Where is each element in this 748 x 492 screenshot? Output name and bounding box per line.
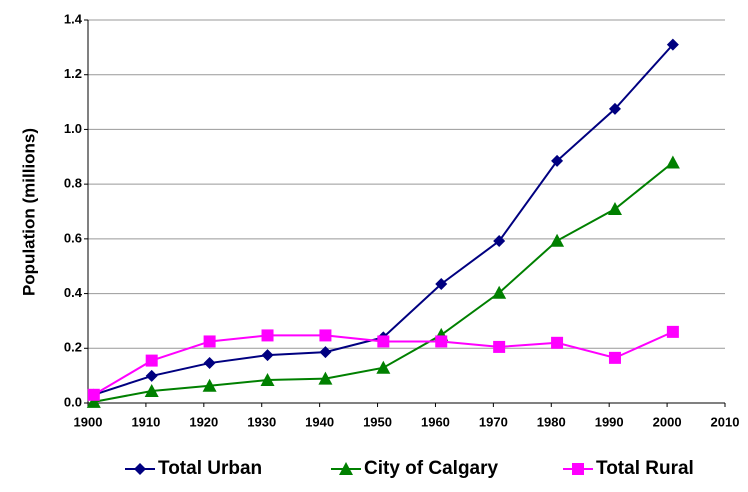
legend-label: City of Calgary: [364, 458, 499, 479]
marker: [261, 349, 274, 362]
marker: [319, 346, 332, 359]
marker: [665, 155, 680, 169]
marker: [86, 394, 101, 408]
marker: [551, 154, 564, 167]
marker: [87, 388, 100, 401]
marker: [203, 357, 216, 370]
x-tick-label: 1940: [305, 414, 334, 429]
x-tick-label: 1920: [189, 414, 218, 429]
y-tick-label: 1.2: [64, 66, 82, 81]
legend-label: Total Rural: [596, 458, 694, 479]
marker: [145, 369, 158, 382]
legend-item: Total Rural: [563, 458, 694, 479]
y-tick-label: 0.4: [64, 285, 83, 300]
marker: [608, 102, 621, 115]
marker: [202, 378, 217, 392]
legend-item: Total Urban: [125, 458, 262, 479]
marker: [492, 285, 507, 299]
marker: [261, 329, 274, 342]
x-tick-label: 1970: [479, 414, 508, 429]
y-axis-label: Population (millions): [19, 128, 38, 296]
x-tick-label: 1900: [74, 414, 103, 429]
marker: [319, 329, 332, 342]
marker: [260, 373, 275, 387]
y-tick-label: 1.4: [64, 11, 83, 26]
x-tick-label: 1990: [595, 414, 624, 429]
x-tick-label: 1960: [421, 414, 450, 429]
marker: [318, 371, 333, 385]
marker: [551, 336, 564, 349]
marker: [435, 335, 448, 348]
x-tick-label: 1910: [131, 414, 160, 429]
marker: [493, 340, 506, 353]
marker: [550, 233, 565, 247]
marker: [134, 463, 146, 475]
y-tick-label: 0.8: [64, 176, 82, 191]
marker: [339, 462, 353, 475]
marker: [607, 202, 622, 216]
marker: [666, 38, 679, 51]
y-tick-label: 0.6: [64, 230, 82, 245]
marker: [377, 335, 390, 348]
marker: [666, 325, 679, 338]
x-tick-label: 1950: [363, 414, 392, 429]
marker: [435, 277, 448, 290]
marker: [493, 235, 506, 248]
legend-item: City of Calgary: [331, 458, 499, 479]
marker: [376, 360, 391, 374]
marker: [144, 383, 159, 397]
x-tick-label: 1930: [247, 414, 276, 429]
y-tick-label: 1.0: [64, 121, 82, 136]
marker: [572, 463, 584, 475]
x-tick-label: 2010: [711, 414, 740, 429]
marker: [608, 351, 621, 364]
y-tick-label: 0.0: [64, 394, 82, 409]
x-tick-label: 1980: [537, 414, 566, 429]
legend-label: Total Urban: [158, 458, 262, 479]
marker: [145, 354, 158, 367]
y-tick-label: 0.2: [64, 340, 82, 355]
marker: [203, 335, 216, 348]
x-tick-label: 2000: [653, 414, 682, 429]
